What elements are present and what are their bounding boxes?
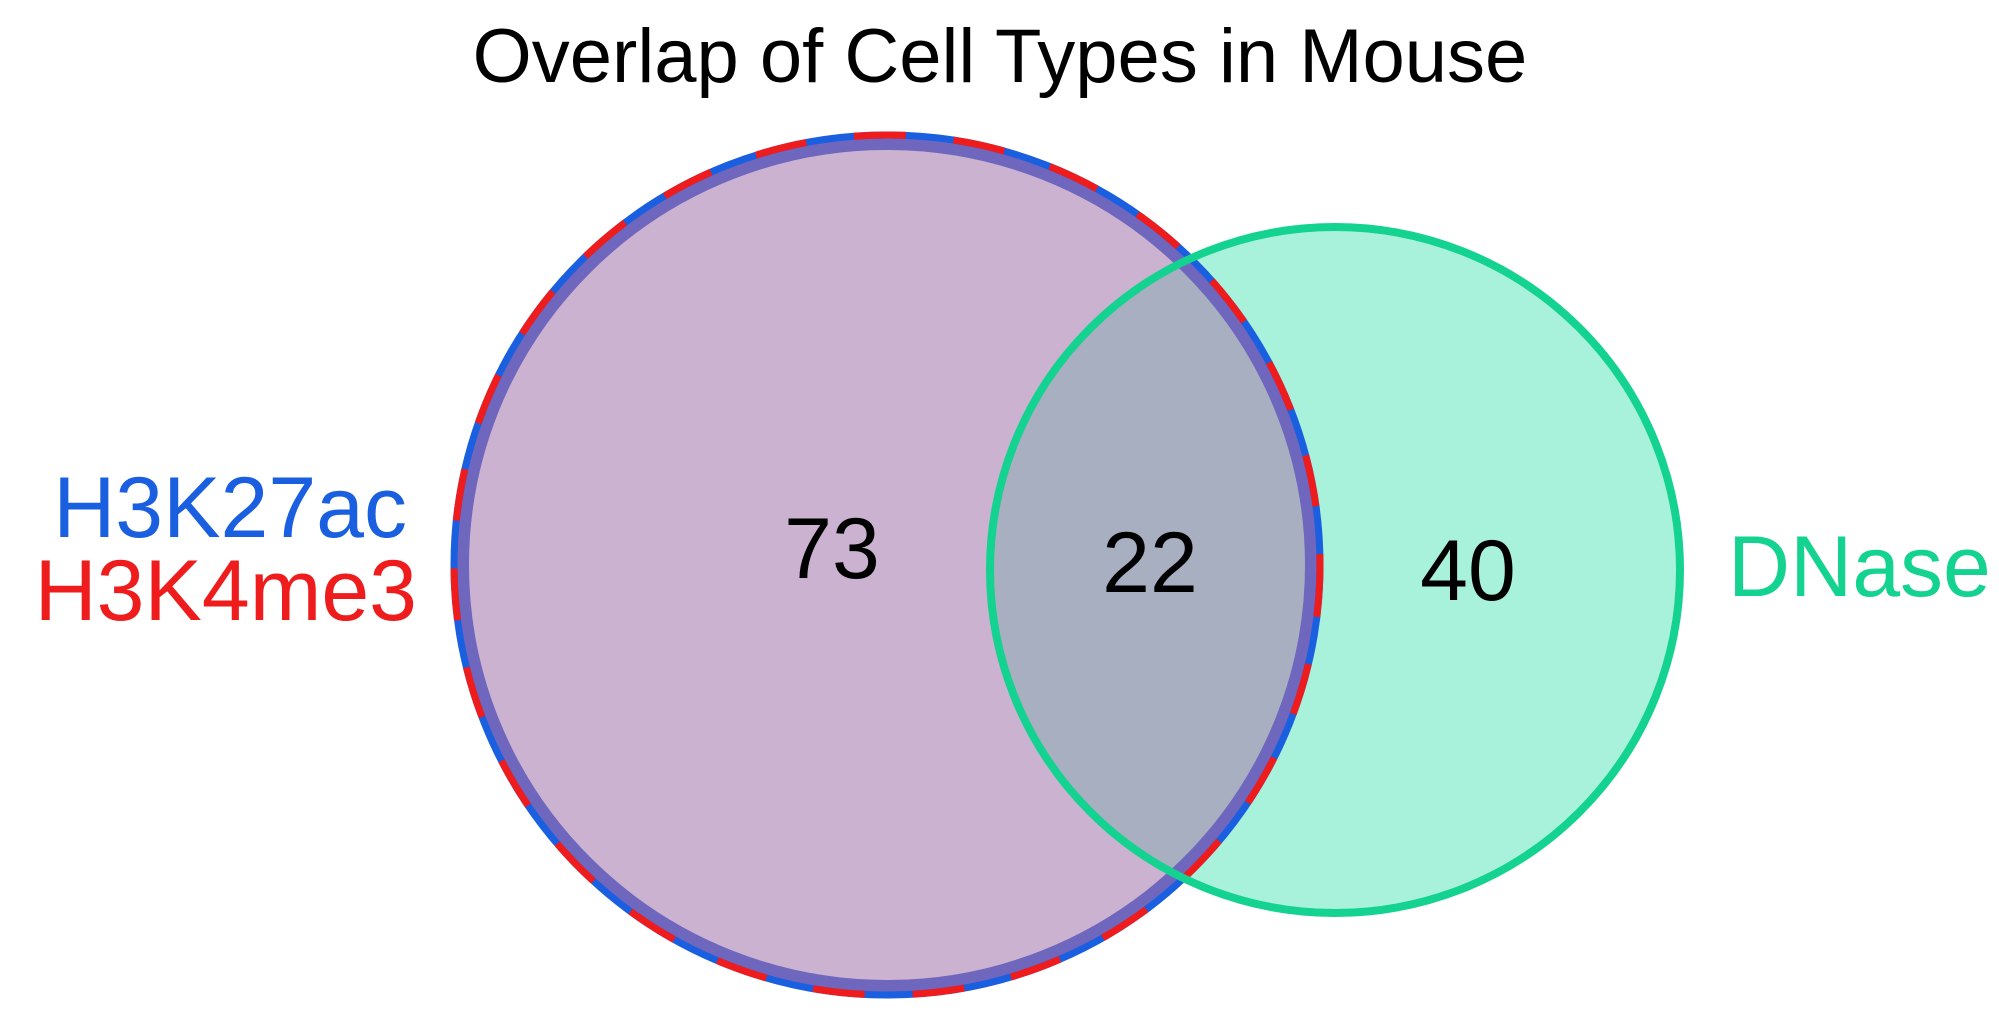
- left-only-count: 73: [784, 501, 880, 597]
- dnase-outline: [986, 223, 1684, 917]
- intersection-region: [990, 227, 1320, 913]
- dnase-label: DNase: [1728, 519, 1991, 615]
- h3k4me3-label: H3K4me3: [35, 543, 417, 639]
- diagram-title: Overlap of Cell Types in Mouse: [473, 14, 1528, 99]
- intersection-count: 22: [1102, 515, 1198, 611]
- h3k27ac-h3k4me3-inner-ring: [457, 138, 1317, 992]
- right-only-count: 40: [1420, 523, 1516, 619]
- h3k27ac-label: H3K27ac: [53, 460, 407, 556]
- h3k4me3-outline: [450, 131, 1324, 999]
